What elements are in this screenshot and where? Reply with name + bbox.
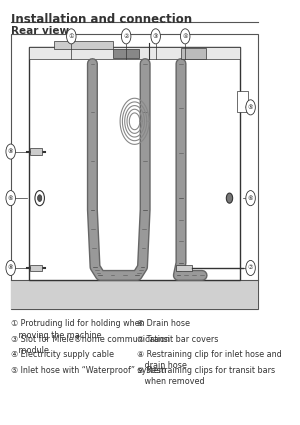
Circle shape [226, 193, 233, 203]
Text: ⑤: ⑤ [248, 105, 254, 110]
Bar [113, 49, 139, 58]
Bar [29, 47, 240, 60]
Text: ⑧: ⑧ [8, 149, 14, 154]
Circle shape [6, 261, 15, 275]
Text: Installation and connection: Installation and connection [11, 13, 192, 26]
Bar [54, 41, 113, 49]
Bar [31, 265, 42, 271]
Text: ③: ③ [153, 34, 158, 39]
Circle shape [151, 29, 160, 44]
Bar [176, 265, 191, 271]
Bar [181, 48, 206, 59]
Text: ⑧: ⑧ [8, 266, 14, 270]
Text: ⑥: ⑥ [248, 196, 254, 201]
Bar [31, 148, 42, 155]
Text: ①: ① [68, 34, 74, 39]
Text: ① Protruding lid for holding when
   moving the machine: ① Protruding lid for holding when moving… [11, 320, 144, 340]
Circle shape [246, 190, 255, 206]
Bar [11, 34, 259, 309]
Circle shape [35, 190, 44, 206]
Text: ⑤ Inlet hose with “Waterproof” system: ⑤ Inlet hose with “Waterproof” system [11, 366, 166, 375]
Text: ⑥: ⑥ [8, 196, 14, 201]
Text: ⑨ Restraining clips for transit bars
   when removed: ⑨ Restraining clips for transit bars whe… [137, 366, 275, 386]
Circle shape [6, 190, 15, 206]
Text: Rear view: Rear view [11, 26, 69, 36]
Text: ③ Slot for Miele®home communication
   module: ③ Slot for Miele®home communication modu… [11, 335, 170, 355]
Text: ④: ④ [182, 34, 188, 39]
Circle shape [122, 29, 131, 44]
Text: ⑦ Transit bar covers: ⑦ Transit bar covers [137, 335, 219, 344]
Bar [237, 91, 248, 112]
Text: ④ Electricity supply cable: ④ Electricity supply cable [11, 350, 114, 359]
Bar [29, 47, 240, 280]
Text: ⑧ Restraining clip for inlet hose and
   drain hose: ⑧ Restraining clip for inlet hose and dr… [137, 350, 282, 371]
Bar [11, 280, 259, 309]
Circle shape [38, 195, 42, 201]
Circle shape [67, 29, 76, 44]
Circle shape [6, 144, 15, 159]
Circle shape [246, 100, 255, 115]
Text: ②: ② [123, 34, 129, 39]
Circle shape [181, 29, 190, 44]
Text: ⑦: ⑦ [248, 266, 254, 270]
Circle shape [246, 261, 255, 275]
Text: ⑥ Drain hose: ⑥ Drain hose [137, 320, 190, 329]
